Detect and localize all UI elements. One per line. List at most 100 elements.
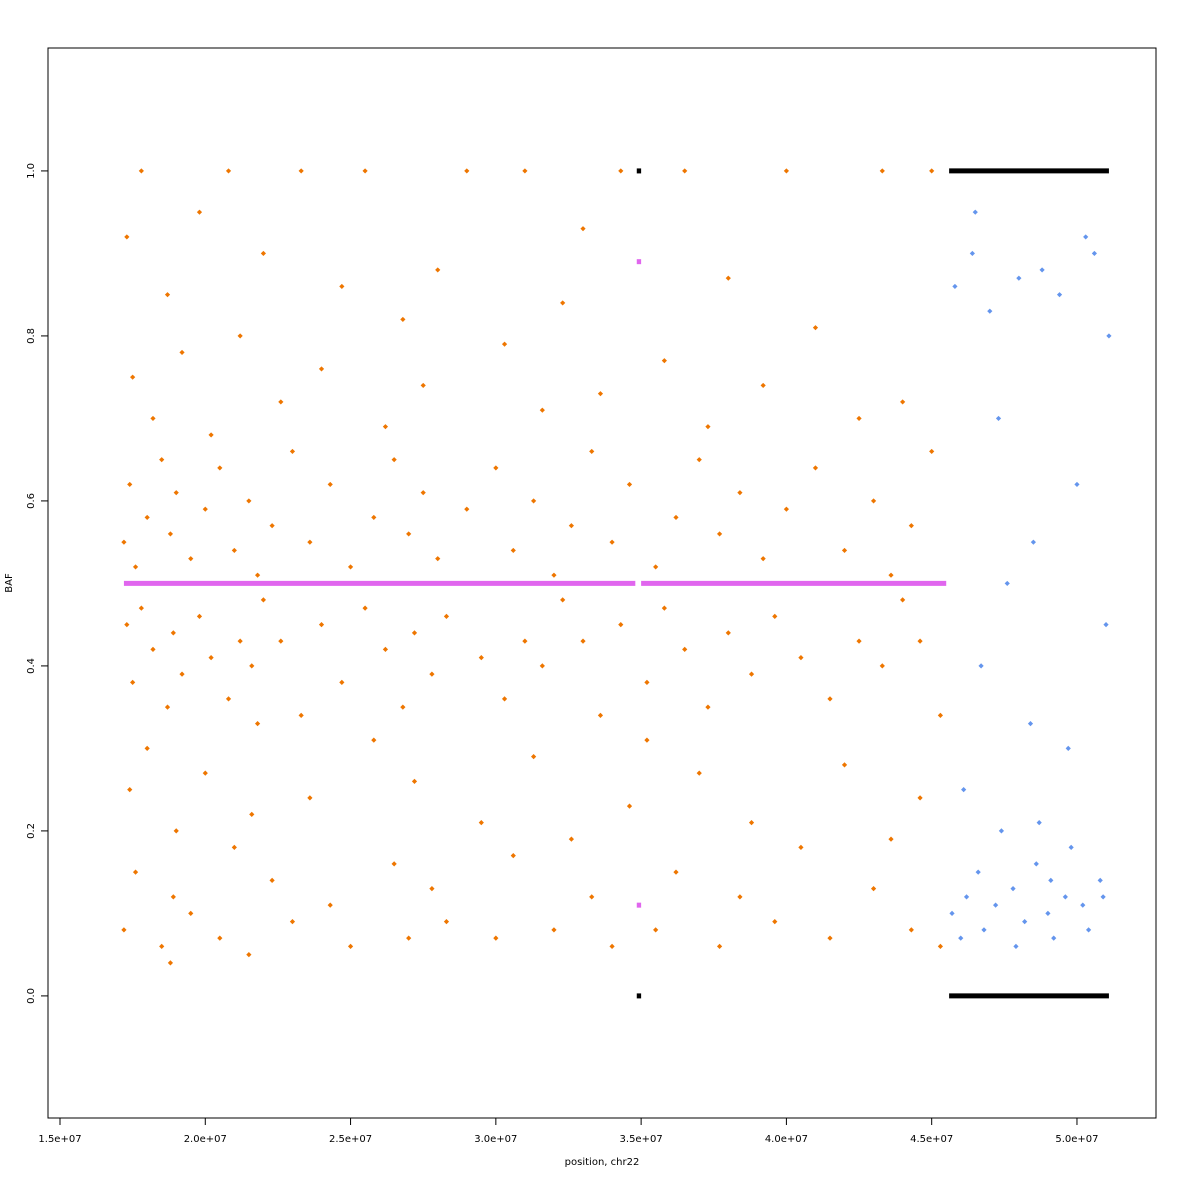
point bbox=[653, 564, 659, 570]
point bbox=[856, 415, 862, 422]
point bbox=[130, 679, 136, 686]
point bbox=[411, 778, 418, 785]
point bbox=[307, 539, 313, 545]
point bbox=[144, 745, 150, 752]
point bbox=[501, 696, 508, 702]
point bbox=[217, 935, 223, 941]
point bbox=[1074, 481, 1080, 488]
y-tick-label: 0.6 bbox=[26, 493, 37, 509]
point bbox=[170, 894, 176, 900]
point bbox=[493, 935, 499, 941]
x-tick-label: 2.0e+07 bbox=[184, 1134, 227, 1145]
point bbox=[464, 506, 470, 512]
point bbox=[202, 506, 208, 512]
x-tick-label: 5.0e+07 bbox=[1055, 1134, 1098, 1145]
point bbox=[1056, 292, 1063, 298]
point bbox=[150, 646, 156, 653]
point bbox=[411, 630, 418, 636]
point bbox=[138, 605, 144, 611]
point bbox=[568, 836, 574, 842]
point bbox=[568, 523, 574, 529]
point bbox=[1022, 919, 1028, 925]
point bbox=[531, 754, 537, 760]
point bbox=[138, 168, 144, 174]
point bbox=[1097, 877, 1103, 884]
point bbox=[580, 226, 586, 232]
point bbox=[501, 341, 508, 347]
point bbox=[127, 481, 133, 488]
point bbox=[478, 820, 484, 826]
point bbox=[725, 630, 731, 636]
point bbox=[443, 919, 450, 925]
point bbox=[937, 943, 944, 950]
point bbox=[539, 407, 545, 413]
point bbox=[551, 572, 557, 578]
point bbox=[961, 787, 967, 793]
point bbox=[827, 696, 833, 702]
point bbox=[289, 448, 296, 455]
point bbox=[246, 498, 252, 504]
point bbox=[841, 762, 848, 768]
point bbox=[362, 168, 368, 174]
point bbox=[246, 952, 252, 958]
point bbox=[269, 523, 275, 529]
point bbox=[400, 316, 406, 323]
point bbox=[159, 457, 165, 463]
point bbox=[339, 283, 345, 290]
point bbox=[464, 168, 470, 174]
point bbox=[1080, 902, 1086, 908]
point bbox=[1027, 721, 1034, 727]
point bbox=[435, 556, 441, 562]
point bbox=[987, 308, 993, 314]
x-tick-label: 3.0e+07 bbox=[474, 1134, 517, 1145]
point bbox=[170, 630, 176, 636]
point bbox=[696, 457, 702, 463]
point bbox=[900, 597, 906, 603]
point bbox=[827, 935, 833, 941]
point bbox=[522, 638, 528, 644]
point bbox=[173, 828, 179, 834]
point bbox=[1085, 927, 1092, 933]
point bbox=[856, 638, 862, 644]
point bbox=[510, 853, 516, 859]
point bbox=[249, 811, 255, 818]
point bbox=[237, 638, 243, 644]
point bbox=[705, 704, 711, 710]
point bbox=[327, 481, 333, 488]
point bbox=[164, 704, 171, 710]
point bbox=[124, 234, 130, 240]
point bbox=[391, 861, 397, 867]
point bbox=[929, 168, 935, 174]
y-tick-label: 0.0 bbox=[26, 988, 37, 1004]
point bbox=[202, 770, 208, 776]
point bbox=[917, 638, 923, 644]
point bbox=[231, 547, 237, 554]
point bbox=[1083, 234, 1089, 240]
point bbox=[298, 168, 304, 174]
x-tick-label: 2.5e+07 bbox=[329, 1134, 372, 1145]
point bbox=[391, 457, 397, 463]
point bbox=[580, 638, 586, 644]
point bbox=[225, 696, 232, 702]
point bbox=[993, 902, 999, 908]
point bbox=[443, 613, 450, 620]
point bbox=[196, 613, 203, 620]
point bbox=[1051, 935, 1057, 941]
point bbox=[952, 283, 958, 290]
point bbox=[798, 655, 804, 661]
point bbox=[1039, 267, 1045, 273]
point bbox=[737, 894, 743, 900]
point bbox=[179, 349, 185, 356]
point bbox=[231, 844, 237, 851]
point bbox=[260, 250, 266, 257]
y-tick-label: 1.0 bbox=[26, 163, 37, 179]
point bbox=[737, 490, 743, 496]
point bbox=[150, 415, 156, 422]
point bbox=[510, 547, 516, 554]
point bbox=[382, 646, 389, 653]
point bbox=[908, 523, 914, 529]
point bbox=[173, 490, 179, 496]
point bbox=[673, 514, 679, 521]
point bbox=[673, 869, 679, 875]
point bbox=[929, 448, 935, 455]
